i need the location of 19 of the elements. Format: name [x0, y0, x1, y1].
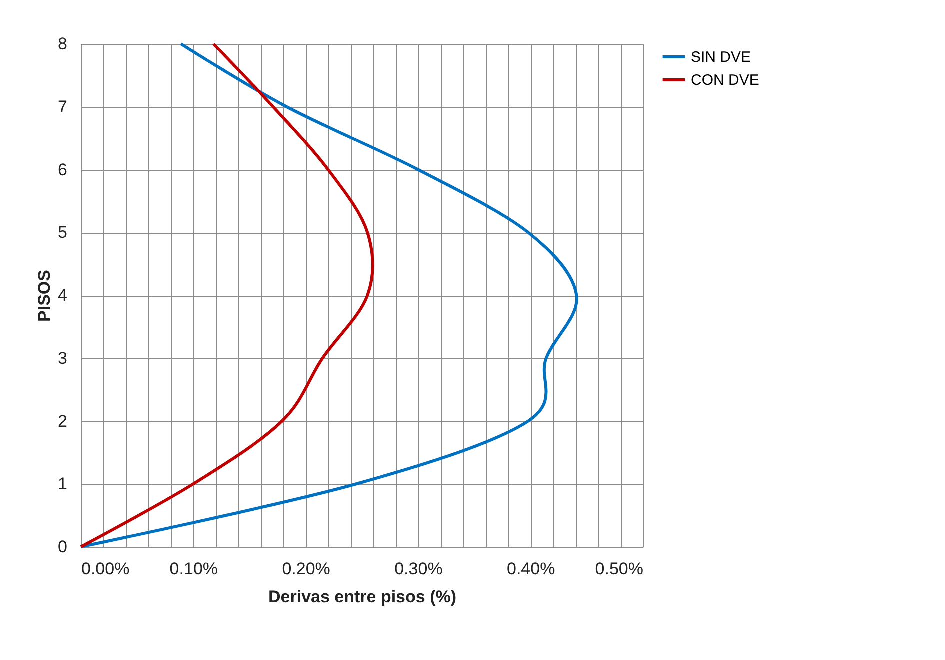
- legend-label: CON DVE: [691, 72, 760, 89]
- y-tick-label: 4: [58, 286, 68, 305]
- x-tick-label: 0.00%: [82, 560, 130, 578]
- x-tick-label: 0.20%: [282, 560, 330, 578]
- x-tick-label: 0.10%: [170, 560, 218, 578]
- y-tick-label: 3: [58, 348, 68, 368]
- y-tick-label: 1: [58, 474, 68, 494]
- x-tick-label: 0.50%: [595, 560, 644, 578]
- legend-label: SIN DVE: [691, 49, 752, 66]
- y-axis-title: PISOS: [35, 270, 54, 322]
- y-tick-label: 7: [58, 97, 68, 116]
- y-tick-label: 8: [58, 34, 68, 54]
- y-tick-label: 0: [58, 538, 68, 556]
- y-tick-label: 2: [58, 412, 68, 431]
- x-tick-label: 0.40%: [507, 560, 556, 578]
- x-axis-title: Derivas entre pisos (%): [268, 588, 457, 606]
- y-tick-label: 6: [58, 160, 68, 180]
- x-tick-label: 0.30%: [394, 560, 443, 578]
- y-tick-label: 5: [58, 223, 68, 242]
